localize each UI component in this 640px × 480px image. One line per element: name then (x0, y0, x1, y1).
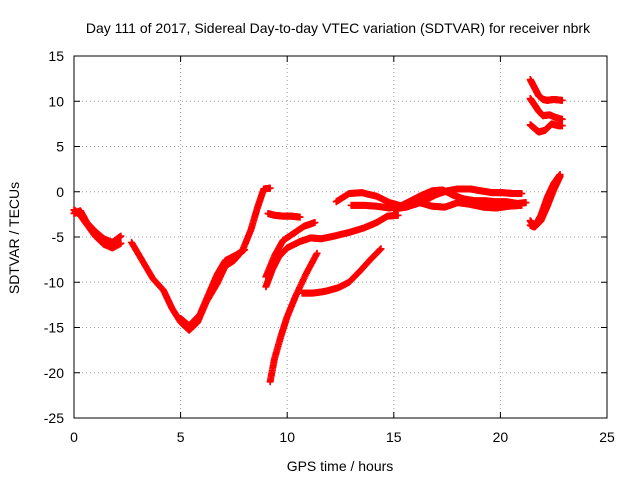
y-tick-label: 10 (48, 93, 64, 109)
y-axis-label: SDTVAR / TECUs (6, 182, 22, 294)
data-point (241, 246, 249, 254)
data-point (518, 201, 526, 209)
series-7 (264, 209, 304, 221)
series-17 (526, 120, 566, 136)
series-8 (266, 249, 321, 386)
data-point (522, 199, 530, 207)
x-tick-label: 0 (70, 429, 78, 445)
data-point (311, 219, 319, 227)
series-14 (526, 171, 564, 231)
data-point (117, 239, 125, 247)
x-tick-label: 10 (279, 429, 295, 445)
data-point (117, 232, 125, 240)
series-6 (262, 219, 319, 281)
y-tick-label: -5 (52, 229, 65, 245)
y-tick-label: 15 (48, 48, 64, 64)
tick-labels: 0 5 10 15 20 25 15 10 5 0 -5 -10 -15 -20 -25 (44, 48, 615, 445)
y-tick-label: -15 (44, 320, 64, 336)
x-tick-label: 15 (386, 429, 402, 445)
data-point (377, 245, 385, 253)
y-tick-label: 5 (56, 139, 64, 155)
data-point (394, 211, 402, 219)
data-point (558, 96, 566, 104)
chart-title: Day 111 of 2017, Sidereal Day-to-day VTE… (86, 20, 591, 36)
data-point (266, 184, 274, 192)
series-16 (526, 95, 566, 123)
tick-marks (73, 55, 608, 419)
x-tick-label: 25 (599, 429, 615, 445)
series-2 (70, 207, 125, 246)
y-tick-label: -20 (44, 365, 64, 381)
data-point (313, 249, 321, 257)
data-points (70, 76, 566, 386)
y-tick-label: -25 (44, 410, 64, 426)
data-point (556, 171, 564, 179)
data-point (558, 115, 566, 123)
x-tick-label: 5 (177, 429, 185, 445)
x-axis-label: GPS time / hours (287, 458, 394, 474)
series-4 (177, 246, 249, 330)
y-tick-label: -10 (44, 274, 64, 290)
y-tick-label: 0 (56, 184, 64, 200)
series-12 (390, 199, 526, 213)
data-point (518, 190, 526, 198)
grid-lines (74, 56, 607, 418)
data-point (558, 122, 566, 130)
data-point (296, 213, 304, 221)
x-tick-label: 20 (493, 429, 509, 445)
series-15 (526, 76, 566, 104)
series-9 (298, 245, 385, 297)
